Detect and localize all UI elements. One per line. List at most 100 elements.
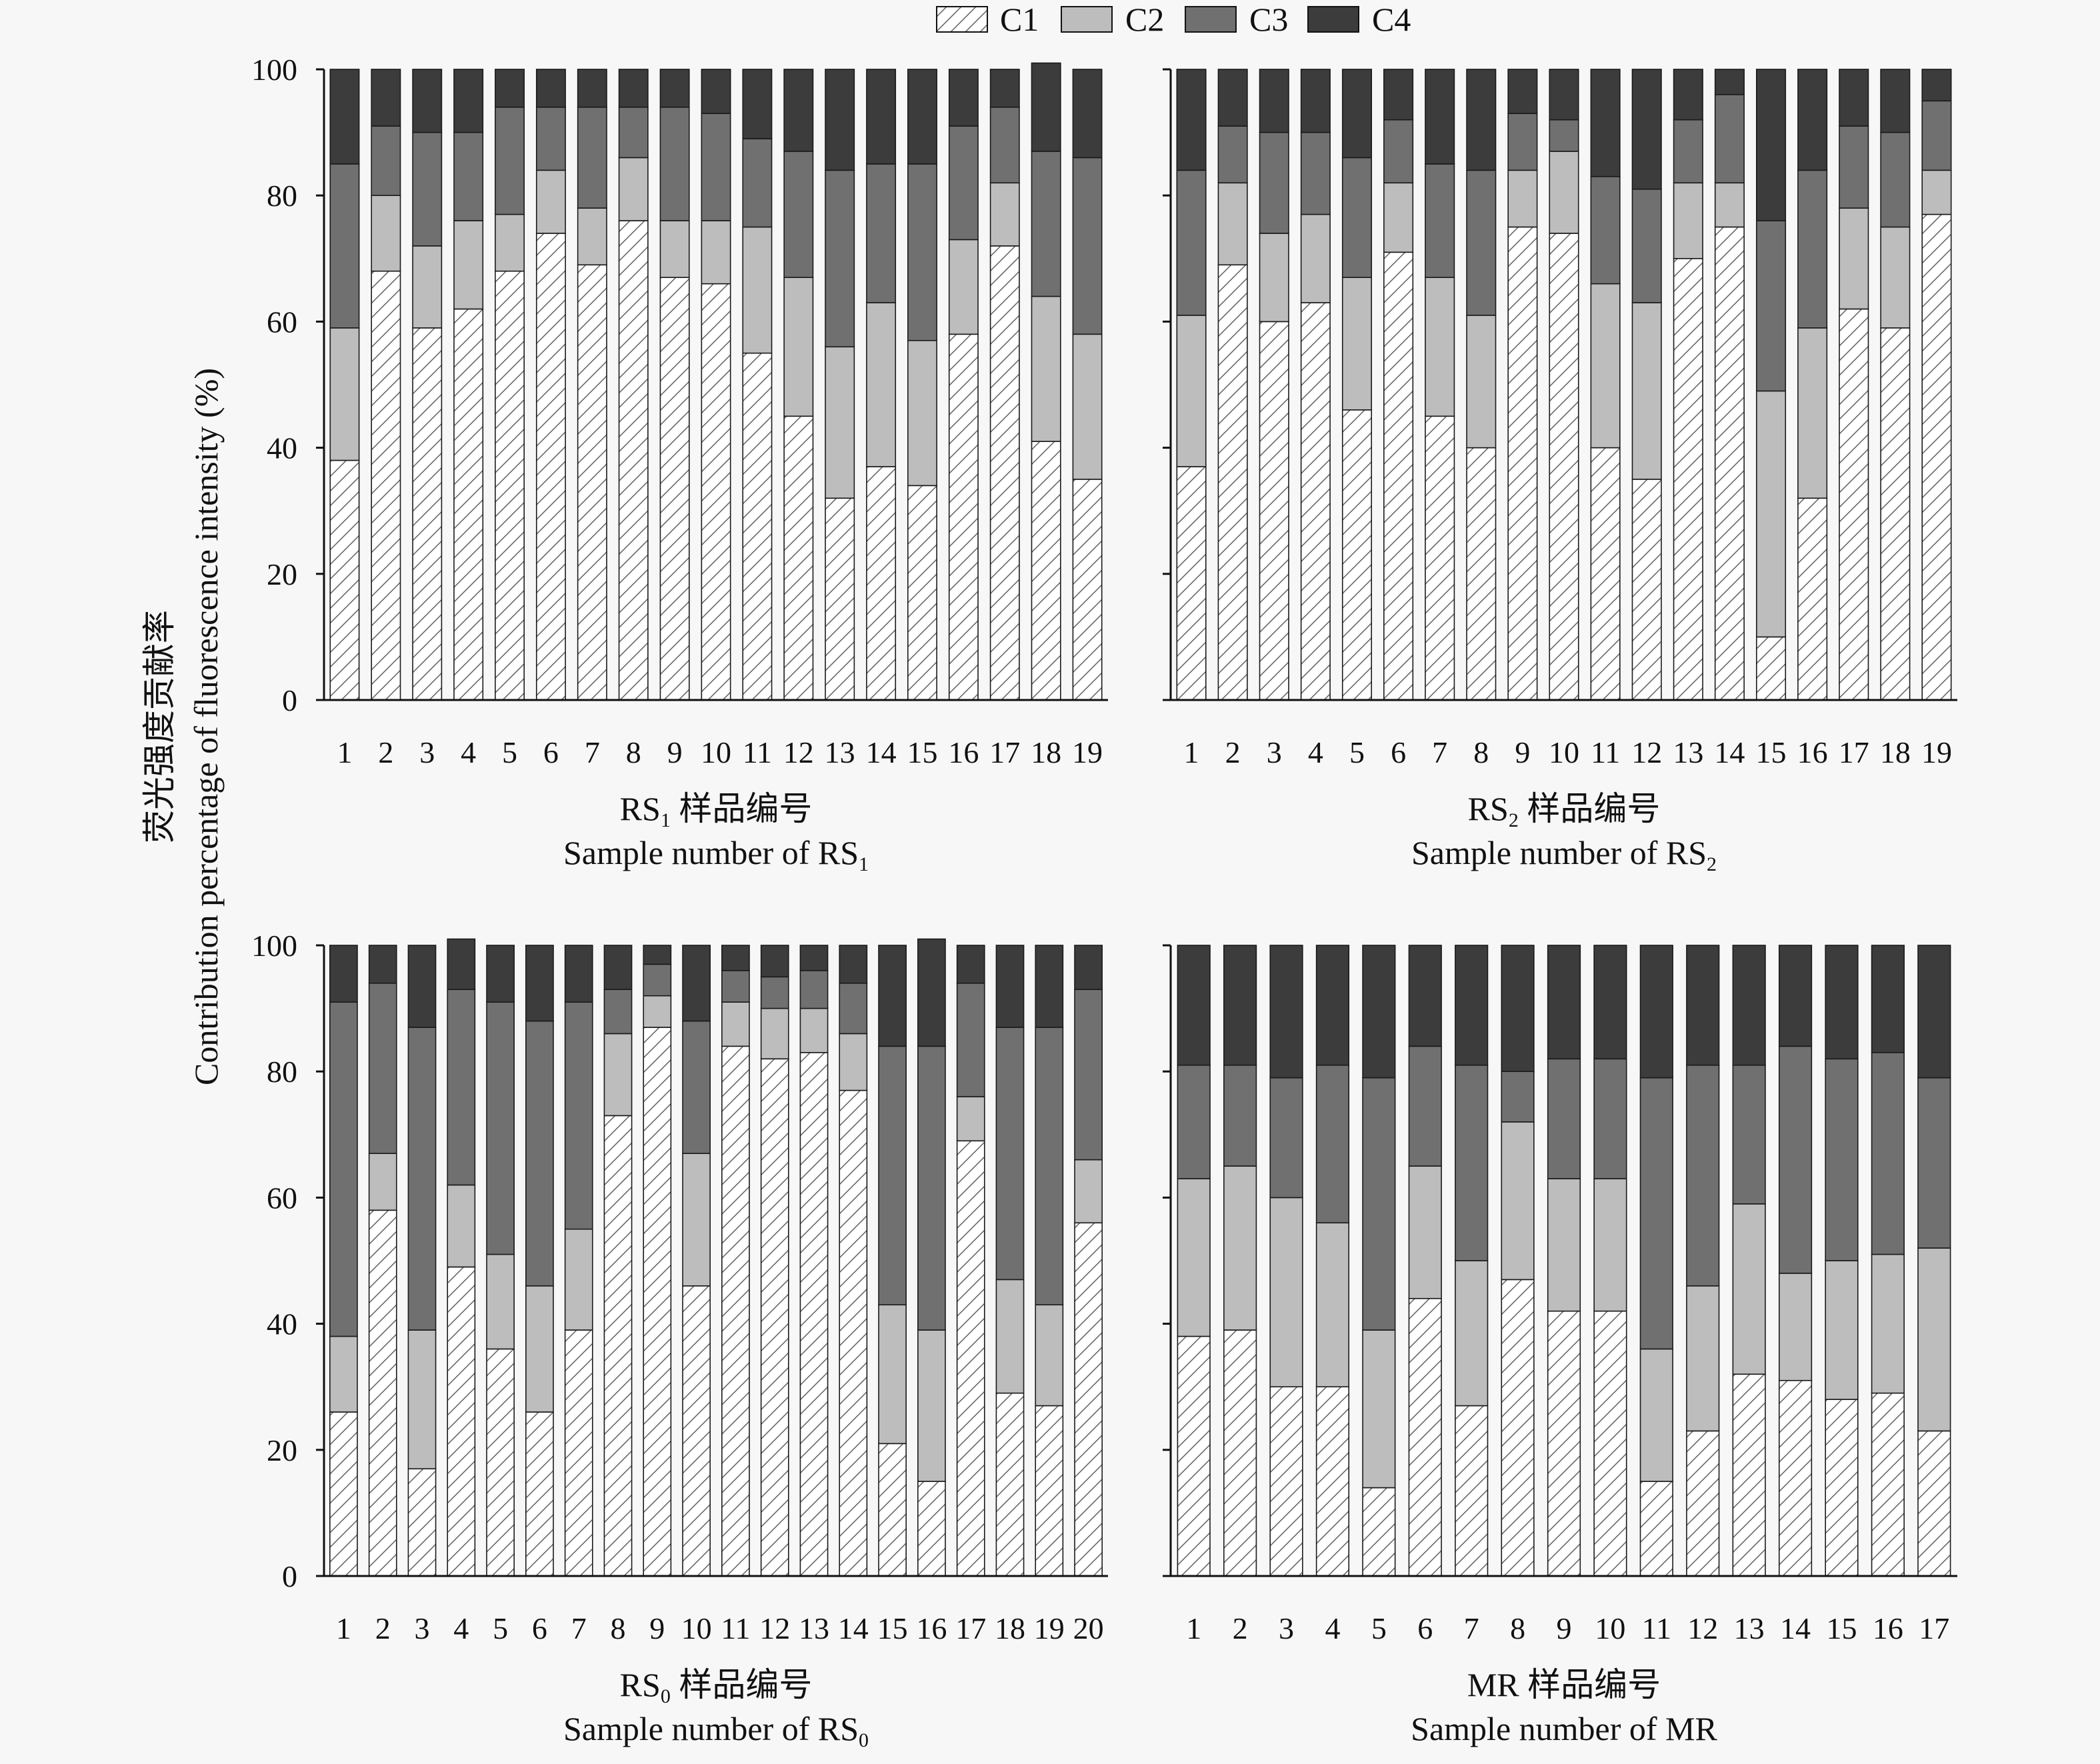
bar-segment-c4-3 bbox=[1269, 945, 1303, 1079]
bar-segment-c1-18 bbox=[995, 1392, 1025, 1577]
bar-segment-c2-10 bbox=[1549, 151, 1579, 234]
x-tick-label: 7 bbox=[1432, 735, 1447, 769]
bar-segment-c1-5 bbox=[1362, 1487, 1396, 1577]
bar-segment-c4-12 bbox=[760, 945, 789, 978]
bar-segment-c1-14 bbox=[1778, 1379, 1813, 1577]
bar-segment-c4-1 bbox=[1177, 945, 1211, 1066]
x-axis-label-en: Sample number of RS2 bbox=[1411, 834, 1717, 875]
bar-segment-c3-19 bbox=[1921, 100, 1952, 171]
bar-segment-c1-2 bbox=[368, 1209, 397, 1577]
bar-segment-c1-6 bbox=[1383, 251, 1414, 701]
bar-segment-c4-8 bbox=[1466, 69, 1497, 171]
bar-segment-c2-6 bbox=[525, 1285, 554, 1413]
legend-label-c1: C1 bbox=[1000, 1, 1039, 38]
bar-segment-c3-3 bbox=[407, 1027, 437, 1331]
bar-segment-c1-9 bbox=[659, 277, 690, 701]
x-tick-label: 13 bbox=[799, 1611, 829, 1645]
bar-segment-c3-13 bbox=[1673, 119, 1703, 184]
x-tick-label: 8 bbox=[626, 735, 641, 769]
bar-segment-c1-3 bbox=[1269, 1386, 1303, 1577]
bar-segment-c2-5 bbox=[1341, 277, 1373, 411]
legend-label-c4: C4 bbox=[1372, 1, 1411, 38]
bar-segment-c3-16 bbox=[1797, 169, 1828, 329]
x-tick-label: 5 bbox=[1371, 1611, 1387, 1645]
bar-segment-c3-9 bbox=[1547, 1058, 1581, 1179]
bar-segment-c1-20 bbox=[1074, 1222, 1103, 1577]
bar-segment-c1-17 bbox=[1839, 308, 1869, 701]
x-tick-label: 10 bbox=[1595, 1611, 1625, 1645]
bar-segment-c4-10 bbox=[1549, 69, 1579, 121]
bar-segment-c2-14 bbox=[1714, 182, 1745, 228]
bar-segment-c4-5 bbox=[495, 69, 525, 108]
bar-segment-c4-9 bbox=[1547, 945, 1581, 1060]
x-tick-label: 10 bbox=[1549, 735, 1579, 769]
bar-segment-c4-6 bbox=[535, 69, 566, 108]
x-tick-label: 5 bbox=[502, 735, 517, 769]
bar-segment-c1-4 bbox=[453, 308, 484, 701]
bar-segment-c1-19 bbox=[1035, 1405, 1064, 1577]
bar-segment-c3-14 bbox=[839, 982, 868, 1035]
bar-segment-c1-10 bbox=[1593, 1310, 1627, 1577]
bar-segment-c4-16 bbox=[1871, 945, 1905, 1053]
bar-segment-c2-2 bbox=[371, 195, 401, 272]
bar-segment-c2-16 bbox=[1871, 1253, 1905, 1394]
bar-segment-c3-15 bbox=[907, 163, 937, 341]
bar-segment-c2-18 bbox=[995, 1279, 1025, 1394]
bar-segment-c3-5 bbox=[495, 106, 525, 215]
bar-segment-c3-9 bbox=[659, 106, 690, 221]
bar-segment-c4-4 bbox=[1300, 69, 1331, 133]
bar-segment-c4-9 bbox=[1507, 69, 1538, 115]
bar-segment-c1-9 bbox=[1547, 1310, 1581, 1577]
x-tick-label: 3 bbox=[415, 1611, 430, 1645]
x-tick-label: 6 bbox=[1391, 735, 1406, 769]
bar-segment-c4-16 bbox=[917, 938, 946, 1047]
bar-segment-c2-7 bbox=[577, 207, 607, 266]
bar-segment-c2-9 bbox=[1507, 169, 1538, 228]
bar-segment-c4-19 bbox=[1921, 69, 1952, 102]
bar-segment-c2-8 bbox=[1466, 315, 1497, 449]
bar-segment-c2-14 bbox=[839, 1033, 868, 1091]
bar-segment-c3-10 bbox=[1549, 119, 1579, 152]
x-tick-label: 15 bbox=[907, 735, 937, 769]
x-tick-label: 19 bbox=[1072, 735, 1103, 769]
y-tick-label: 0 bbox=[282, 1559, 297, 1593]
legend-label-c3: C3 bbox=[1249, 1, 1288, 38]
bar-segment-c4-14 bbox=[866, 69, 897, 165]
bar-segment-c4-18 bbox=[1031, 62, 1061, 152]
bar-segment-c3-8 bbox=[1501, 1071, 1535, 1123]
bar-segment-c4-12 bbox=[783, 69, 814, 152]
x-tick-label: 13 bbox=[825, 735, 855, 769]
panel-rs0: 1 2 3 4 5 6 7 8 9 10 11 12 13 14 15 16 17 18 19 20020406080… bbox=[251, 929, 1108, 1751]
bar-segment-c2-5 bbox=[1362, 1329, 1396, 1489]
bar-segment-c2-2 bbox=[1217, 182, 1248, 266]
bar-segment-c4-16 bbox=[948, 69, 979, 127]
bar-segment-c2-9 bbox=[643, 995, 672, 1028]
bar-segment-c2-4 bbox=[1300, 213, 1331, 303]
bar-segment-c2-14 bbox=[866, 302, 897, 467]
bar-segment-c1-13 bbox=[799, 1052, 829, 1577]
bar-segment-c2-3 bbox=[1259, 233, 1289, 323]
bar-segment-c4-1 bbox=[329, 945, 358, 1003]
bar-segment-c4-15 bbox=[878, 945, 907, 1047]
bar-segment-c2-5 bbox=[495, 213, 525, 272]
bar-segment-c2-17 bbox=[956, 1096, 985, 1142]
x-tick-label: 2 bbox=[1225, 735, 1241, 769]
bar-segment-c3-8 bbox=[618, 106, 649, 159]
bar-segment-c2-17 bbox=[989, 182, 1020, 247]
bar-segment-c1-15 bbox=[1755, 636, 1787, 701]
bar-segment-c2-17 bbox=[1917, 1247, 1951, 1432]
bar-segment-c1-9 bbox=[1507, 226, 1538, 701]
bar-segment-c2-19 bbox=[1072, 333, 1103, 480]
y-tick-label: 80 bbox=[267, 1055, 297, 1089]
bar-segment-c1-16 bbox=[917, 1481, 946, 1577]
bar-segment-c2-2 bbox=[368, 1153, 397, 1211]
x-tick-label: 17 bbox=[955, 1611, 986, 1645]
y-axis-label-en: Contribution percentage of fluorescence … bbox=[187, 368, 225, 1085]
bar-segment-c4-14 bbox=[1778, 945, 1813, 1047]
bar-segment-c2-17 bbox=[1839, 207, 1869, 310]
bar-segment-c3-11 bbox=[1639, 1077, 1673, 1350]
bar-segment-c4-18 bbox=[995, 945, 1025, 1028]
bar-segment-c1-12 bbox=[1686, 1430, 1720, 1577]
x-tick-label: 3 bbox=[1267, 735, 1282, 769]
